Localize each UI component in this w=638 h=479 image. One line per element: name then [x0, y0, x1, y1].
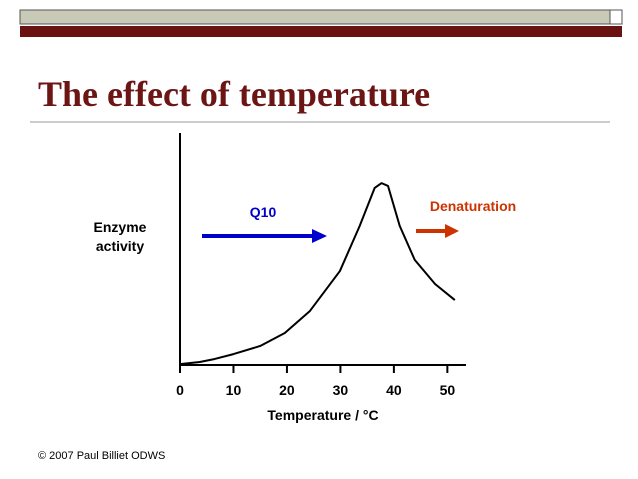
x-tick-label: 0 — [176, 382, 184, 398]
curve — [179, 182, 456, 366]
y-label: activity — [96, 238, 144, 254]
x-tick-label: 50 — [440, 382, 456, 398]
top-bar — [19, 9, 611, 25]
top-square — [609, 9, 623, 25]
red-band — [20, 26, 622, 37]
annotation: Denaturation — [430, 198, 516, 214]
x-tick-label: 10 — [226, 382, 242, 398]
x-tick-label: 40 — [386, 382, 402, 398]
y-label: Enzyme — [94, 219, 147, 235]
x-tick-label: 30 — [333, 382, 349, 398]
x-tick-label: 20 — [279, 382, 295, 398]
annotation: Q10 — [250, 204, 277, 220]
arrow-head — [445, 224, 459, 238]
x-label: Temperature / °C — [267, 407, 378, 423]
slide-title: The effect of temperature — [38, 74, 430, 114]
arrow-head — [312, 229, 327, 243]
footer: © 2007 Paul Billiet ODWS — [38, 450, 165, 462]
